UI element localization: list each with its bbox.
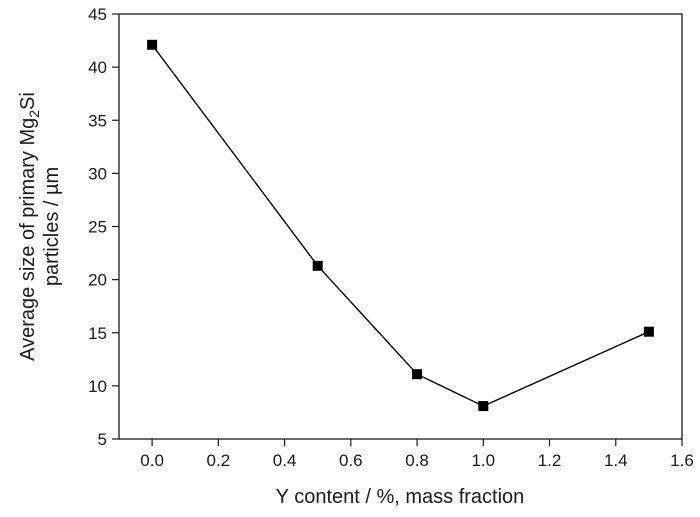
y-tick-label: 20 <box>88 271 107 290</box>
y-axis-label: Average size of primary Mg2Si particles … <box>17 92 63 361</box>
y-tick-label: 10 <box>88 377 107 396</box>
x-tick-label: 1.6 <box>670 451 694 470</box>
y-tick-label: 40 <box>88 58 107 77</box>
y-tick-label: 35 <box>88 111 107 130</box>
y-tick-label: 45 <box>88 5 107 24</box>
x-axis-label: Y content / %, mass fraction <box>276 486 525 508</box>
data-point-marker <box>643 326 654 337</box>
x-tick-label: 0.2 <box>207 451 231 470</box>
y-axis-label-line1: Average size of primary Mg2Si <box>17 92 42 361</box>
x-tick-label: 0.4 <box>273 451 297 470</box>
data-series <box>147 39 654 412</box>
y-tick-label: 5 <box>98 430 107 449</box>
plot-frame <box>118 13 683 440</box>
data-point-marker <box>478 401 489 412</box>
x-tick-label: 1.0 <box>471 451 495 470</box>
data-point-marker <box>312 260 323 271</box>
x-axis-ticks: 0.0 0.2 0.4 0.6 0.8 1.0 1.2 1.4 1.6 <box>140 439 694 470</box>
y-tick-label: 30 <box>88 164 107 183</box>
y-axis-label-subscript: 2 <box>26 110 42 118</box>
x-tick-label: 0.0 <box>140 451 164 470</box>
y-axis-label-suffix: Si <box>17 92 39 110</box>
x-tick-label: 0.6 <box>339 451 363 470</box>
data-point-marker <box>412 369 423 380</box>
y-tick-label: 15 <box>88 324 107 343</box>
y-axis-ticks: 5 10 15 20 25 30 35 40 45 <box>88 5 119 449</box>
y-axis-label-main: Average size of primary Mg <box>17 118 39 361</box>
x-tick-label: 0.8 <box>405 451 429 470</box>
y-tick-label: 25 <box>88 218 107 237</box>
series-line <box>151 44 650 407</box>
data-point-marker <box>147 39 158 50</box>
x-tick-label: 1.2 <box>538 451 562 470</box>
y-axis-label-line2: particles / µm <box>41 167 63 286</box>
x-tick-label: 1.4 <box>604 451 628 470</box>
